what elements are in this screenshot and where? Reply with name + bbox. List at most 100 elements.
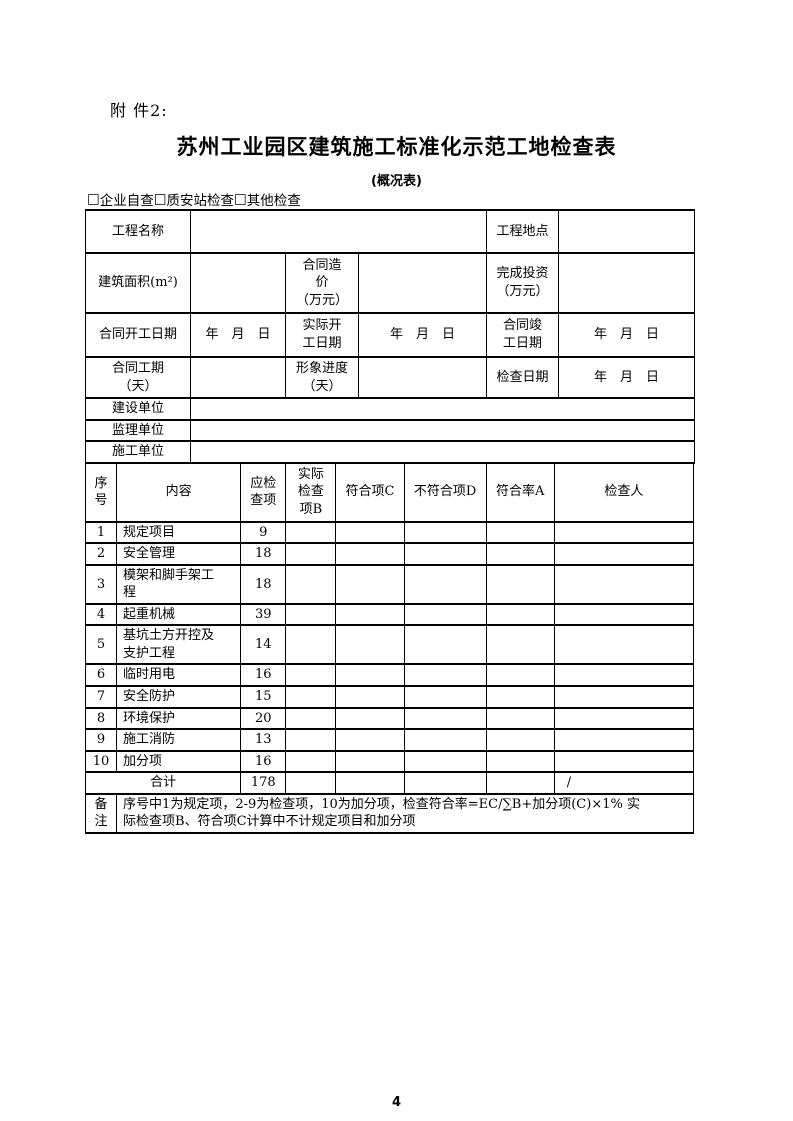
item-required: 16 (240, 663, 287, 687)
item-actual[interactable] (285, 749, 337, 774)
completed-investment-value[interactable] (558, 252, 696, 314)
item-inspector[interactable] (553, 624, 695, 666)
item-conform[interactable] (335, 520, 405, 545)
item-no: 5 (84, 624, 118, 666)
contract-finish-date-label: 合同竣 工日期 (486, 312, 560, 358)
item-conform[interactable] (335, 542, 405, 566)
item-nonconform[interactable] (403, 706, 487, 731)
item-conform[interactable] (335, 624, 405, 666)
check-label-other-check: 其他检查 (246, 193, 301, 209)
contract-start-date-label: 合同开工日期 (85, 312, 191, 358)
item-inspector[interactable] (553, 542, 695, 566)
project-name-value[interactable] (189, 209, 488, 254)
item-nonconform[interactable] (403, 520, 487, 545)
total-rate[interactable] (485, 771, 555, 795)
item-rate[interactable] (485, 663, 555, 687)
total-nonconform[interactable] (403, 771, 487, 795)
check-type-row: □ 企业自查 □ 质安站检查 □ 其他检查 (87, 189, 301, 209)
item-nonconform[interactable] (403, 542, 487, 566)
item-row: 9 施工消防 13 (84, 728, 695, 752)
item-actual[interactable] (285, 520, 337, 545)
page-number: 4 (391, 1095, 402, 1110)
item-actual[interactable] (285, 663, 337, 687)
remark-label: 备 注 (84, 792, 118, 834)
item-rate[interactable] (485, 624, 555, 666)
item-nonconform[interactable] (403, 624, 487, 666)
item-inspector[interactable] (553, 749, 695, 774)
item-inspector[interactable] (553, 602, 695, 627)
item-inspector[interactable] (553, 520, 695, 545)
item-nonconform[interactable] (403, 563, 487, 605)
item-required: 15 (240, 685, 287, 709)
item-actual[interactable] (285, 706, 337, 731)
col-header-no: 序 号 (84, 461, 118, 523)
col-header-conform: 符合项C (335, 461, 405, 523)
check-date-value[interactable]: 年 月 日 (558, 356, 696, 399)
item-no: 1 (84, 520, 118, 545)
actual-start-date-label: 实际开 工日期 (285, 312, 359, 358)
item-inspector[interactable] (553, 706, 695, 731)
total-conform[interactable] (335, 771, 405, 795)
item-row: 10 加分项 16 (84, 749, 695, 774)
contract-duration-value[interactable] (190, 356, 286, 399)
item-nonconform[interactable] (403, 685, 487, 709)
contract-start-date-value[interactable]: 年 月 日 (190, 312, 286, 358)
item-no: 9 (84, 728, 118, 752)
total-actual[interactable] (285, 771, 337, 795)
contract-duration-label: 合同工期 （天） (85, 356, 191, 399)
item-row: 4 起重机械 39 (84, 602, 695, 627)
actual-start-date-value[interactable]: 年 月 日 (357, 312, 488, 358)
item-actual[interactable] (285, 624, 337, 666)
item-inspector[interactable] (553, 663, 695, 687)
item-conform[interactable] (335, 706, 405, 731)
construction-unit-value[interactable] (190, 397, 695, 421)
item-content: 环境保护 (116, 706, 242, 731)
check-date-label: 检查日期 (486, 356, 560, 399)
item-actual[interactable] (285, 685, 337, 709)
item-inspector[interactable] (553, 728, 695, 752)
item-rate[interactable] (485, 728, 555, 752)
item-rate[interactable] (485, 520, 555, 545)
attachment-label: 附 件2: (110, 101, 168, 120)
item-nonconform[interactable] (403, 728, 487, 752)
item-actual[interactable] (285, 563, 337, 605)
item-conform[interactable] (335, 749, 405, 774)
item-rate[interactable] (485, 685, 555, 709)
item-rate[interactable] (485, 542, 555, 566)
contractor-unit-value[interactable] (190, 440, 695, 464)
project-location-value[interactable] (558, 209, 696, 254)
col-header-required: 应检 查项 (240, 461, 287, 523)
item-conform[interactable] (335, 685, 405, 709)
item-conform[interactable] (335, 728, 405, 752)
remark-row: 备 注 序号中1为规定项，2-9为检查项，10为加分项，检查符合率=EC/∑B+… (84, 792, 694, 834)
item-content: 基坑土方开控及 支护工程 (116, 624, 242, 666)
item-nonconform[interactable] (403, 663, 487, 687)
checkbox-icon-enterprise-self-check[interactable]: □ (87, 191, 100, 207)
contract-finish-date-value[interactable]: 年 月 日 (558, 312, 696, 358)
inspection-form-table: 工程名称 工程地点 建筑面积(m²) 合同造 价 （万元） 完成投资 （万元） … (84, 209, 696, 834)
item-row: 6 临时用电 16 (84, 663, 695, 687)
image-progress-value[interactable] (357, 356, 488, 399)
item-rate[interactable] (485, 749, 555, 774)
item-conform[interactable] (335, 563, 405, 605)
contract-price-value[interactable] (357, 252, 488, 314)
contract-price-label: 合同造 价 （万元） (285, 252, 359, 314)
item-rate[interactable] (485, 602, 555, 627)
item-rate[interactable] (485, 706, 555, 731)
supervision-unit-value[interactable] (190, 418, 695, 443)
item-rate[interactable] (485, 563, 555, 605)
item-actual[interactable] (285, 542, 337, 566)
supervision-unit-label: 监理单位 (85, 418, 191, 443)
item-inspector[interactable] (553, 563, 695, 605)
checkbox-icon-quality-station-check[interactable]: □ (153, 191, 167, 207)
item-nonconform[interactable] (403, 749, 487, 774)
item-actual[interactable] (285, 728, 337, 752)
item-inspector[interactable] (553, 685, 695, 709)
item-conform[interactable] (335, 602, 405, 627)
building-area-value[interactable] (190, 252, 286, 314)
item-nonconform[interactable] (403, 602, 487, 627)
checkbox-icon-other-check[interactable]: □ (234, 191, 247, 207)
item-actual[interactable] (285, 602, 337, 627)
item-conform[interactable] (335, 663, 405, 687)
